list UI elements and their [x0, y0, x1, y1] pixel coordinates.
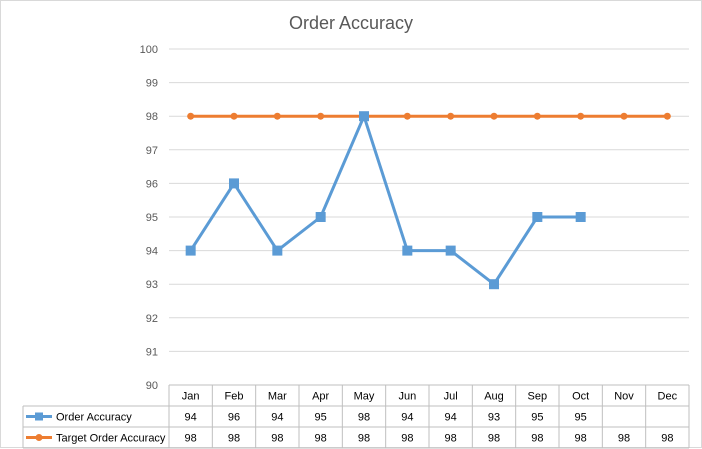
x-category-label: Aug — [484, 391, 504, 403]
table-value-cell: 98 — [618, 433, 630, 445]
data-point-marker — [315, 212, 326, 222]
data-point-marker — [532, 212, 543, 222]
legend-label: Order Accuracy — [56, 412, 132, 424]
series-line — [189, 114, 581, 286]
data-point-marker — [229, 178, 239, 189]
data-point-marker — [533, 112, 541, 120]
table-value-cell: 98 — [575, 433, 587, 445]
data-point-marker — [490, 112, 498, 120]
y-axis-ticks: 90 91 92 93 94 95 96 97 98 99 100 — [140, 44, 158, 392]
data-point-marker — [359, 111, 369, 122]
x-category-label: Dec — [658, 391, 678, 403]
series-lines — [185, 111, 671, 290]
legend-key-marker — [35, 412, 43, 421]
x-category-label: May — [354, 391, 375, 403]
table-value-cell: 98 — [531, 433, 543, 445]
table-value-cell: 95 — [315, 412, 327, 424]
table-value-cell: 98 — [185, 433, 197, 445]
table-value-cell: 94 — [445, 412, 457, 424]
table-value-cell: 98 — [401, 433, 413, 445]
x-category-label: Feb — [225, 391, 244, 403]
data-point-marker — [230, 112, 238, 120]
y-tick-label: 98 — [146, 111, 158, 123]
y-tick-label: 95 — [146, 212, 158, 224]
x-category-label: Nov — [614, 391, 634, 403]
table-value-cell: 98 — [271, 433, 283, 445]
table-value-cell: 93 — [488, 412, 500, 424]
chart-title: Order Accuracy — [289, 13, 413, 33]
y-tick-label: 91 — [146, 346, 158, 358]
data-point-marker — [185, 245, 196, 256]
data-point-marker — [663, 112, 671, 120]
y-tick-label: 94 — [146, 246, 158, 258]
data-point-marker — [187, 112, 195, 120]
table-value-cell: 98 — [358, 433, 370, 445]
table-value-cell: 94 — [271, 412, 283, 424]
table-value-cell: 98 — [228, 433, 240, 445]
table-value-cell: 94 — [401, 412, 413, 424]
table-value-cell: 94 — [185, 412, 197, 424]
gridlines — [169, 48, 689, 386]
table-value-cell: 96 — [228, 412, 240, 424]
table-value-cell: 95 — [575, 412, 587, 424]
data-point-marker — [577, 112, 585, 120]
data-point-marker — [273, 112, 281, 120]
y-tick-label: 100 — [140, 44, 158, 56]
x-category-label: Jan — [182, 391, 200, 403]
y-tick-label: 96 — [146, 178, 158, 190]
x-category-label: Mar — [268, 391, 287, 403]
legend-label: Target Order Accuracy — [56, 433, 166, 445]
y-tick-label: 92 — [146, 313, 158, 325]
legend-key-marker — [35, 434, 43, 441]
x-category-label: Oct — [572, 391, 589, 403]
x-category-label: Jun — [398, 391, 416, 403]
data-point-marker — [402, 245, 413, 256]
y-tick-label: 90 — [146, 380, 158, 392]
y-tick-label: 99 — [146, 78, 158, 90]
data-point-marker — [403, 112, 411, 120]
y-tick-label: 97 — [146, 145, 158, 157]
table-value-cell: 98 — [358, 412, 370, 424]
table-value-cell: 98 — [445, 433, 457, 445]
table-value-cell: 95 — [531, 412, 543, 424]
table-value-cell: 98 — [488, 433, 500, 445]
table-value-cell: 98 — [661, 433, 673, 445]
data-point-marker — [317, 112, 325, 120]
table-value-cell: 98 — [315, 433, 327, 445]
data-point-marker — [575, 212, 586, 222]
x-category-label: Jul — [444, 391, 458, 403]
data-point-marker — [620, 112, 628, 120]
x-category-label: Sep — [528, 391, 548, 403]
data-table: Jan Feb Mar Apr May Jun Jul Aug Sep Oct Nov Dec Orde… — [22, 384, 690, 449]
data-point-marker — [489, 279, 499, 290]
y-tick-label: 93 — [146, 279, 158, 291]
x-category-label: Apr — [312, 391, 329, 403]
data-point-marker — [272, 245, 283, 256]
data-point-marker — [445, 245, 456, 256]
data-point-marker — [447, 112, 455, 120]
